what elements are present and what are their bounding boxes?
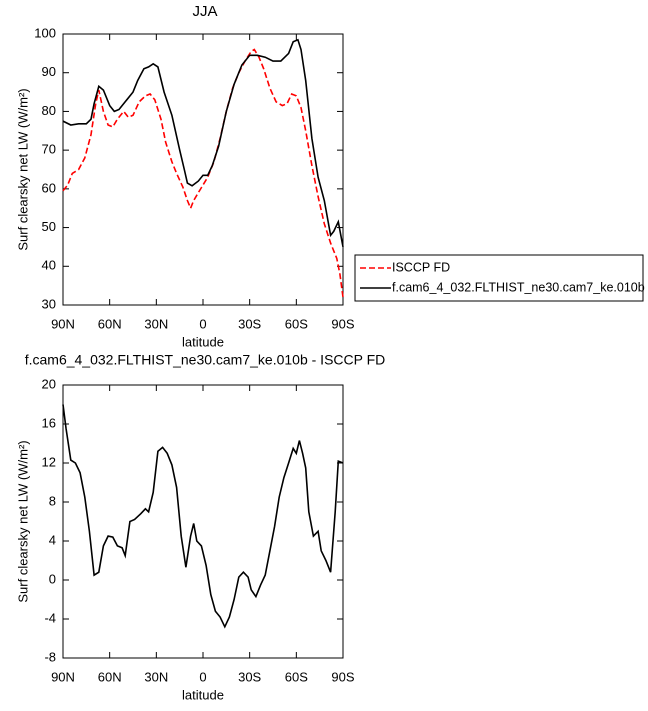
x-tick-label: 60S bbox=[285, 669, 308, 684]
x-tick-label: 30N bbox=[144, 669, 168, 684]
y-tick-label: 70 bbox=[42, 142, 56, 157]
x-tick-label: 90S bbox=[331, 316, 354, 331]
y-axis-title: Surf clearsky net LW (W/m²) bbox=[15, 440, 30, 602]
y-tick-label: 100 bbox=[34, 25, 56, 40]
x-tick-label: 0 bbox=[199, 669, 206, 684]
x-tick-label: 90S bbox=[331, 669, 354, 684]
y-tick-label: 90 bbox=[42, 64, 56, 79]
x-tick-label: 60N bbox=[98, 669, 122, 684]
x-tick-label: 30S bbox=[238, 669, 261, 684]
chart-title: f.cam6_4_032.FLTHIST_ne30.cam7_ke.010b -… bbox=[25, 352, 386, 368]
y-tick-label: 0 bbox=[49, 571, 56, 586]
legend-label: ISCCP FD bbox=[392, 260, 450, 274]
data-line bbox=[62, 48, 344, 298]
x-tick-label: 90N bbox=[51, 669, 75, 684]
y-tick-label: 30 bbox=[42, 296, 56, 311]
data-line bbox=[62, 404, 344, 629]
x-tick-label: 60S bbox=[285, 316, 308, 331]
legend-box bbox=[354, 254, 644, 302]
y-tick-label: -4 bbox=[44, 610, 56, 625]
y-tick-label: -8 bbox=[44, 649, 56, 664]
y-axis-title: Surf clearsky net LW (W/m²) bbox=[15, 88, 30, 250]
x-tick-label: 90N bbox=[51, 316, 75, 331]
x-tick-label: 0 bbox=[199, 316, 206, 331]
y-tick-label: 8 bbox=[49, 493, 56, 508]
y-tick-label: 12 bbox=[42, 454, 56, 469]
y-tick-label: 4 bbox=[49, 532, 56, 547]
y-tick-label: 40 bbox=[42, 258, 56, 273]
x-axis-title: latitude bbox=[182, 687, 224, 702]
x-tick-label: 30S bbox=[238, 316, 261, 331]
y-tick-label: 50 bbox=[42, 219, 56, 234]
chart-title: JJA bbox=[192, 3, 217, 20]
plot-frame bbox=[62, 384, 344, 659]
data-line bbox=[62, 38, 344, 248]
legend-label: f.cam6_4_032.FLTHIST_ne30.cam7_ke.010b bbox=[392, 280, 645, 294]
y-tick-label: 80 bbox=[42, 103, 56, 118]
y-tick-label: 60 bbox=[42, 180, 56, 195]
x-tick-label: 30N bbox=[144, 316, 168, 331]
x-tick-label: 60N bbox=[98, 316, 122, 331]
y-tick-label: 20 bbox=[42, 376, 56, 391]
plot-frame bbox=[62, 33, 344, 306]
x-axis-title: latitude bbox=[182, 334, 224, 349]
y-tick-label: 16 bbox=[42, 415, 56, 430]
